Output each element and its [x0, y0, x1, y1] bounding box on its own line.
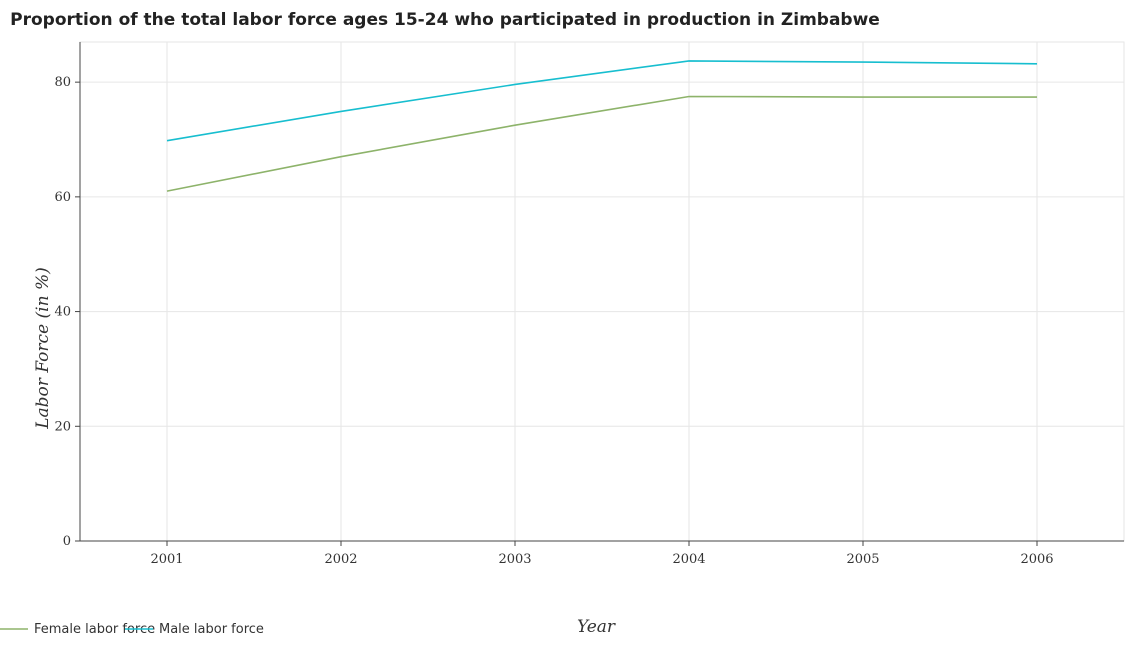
data-point — [1035, 95, 1039, 99]
data-point — [861, 95, 865, 99]
plot-frame — [79, 41, 1125, 542]
x-tick-label: 2003 — [498, 552, 531, 567]
axes: 0 20 40 60 80 2001 2002 2003 2004 2005 2006 — [54, 42, 1124, 567]
x-tick-label: 2001 — [150, 552, 183, 567]
data-point — [513, 82, 517, 86]
grid — [79, 41, 1125, 542]
y-tick-label: 80 — [54, 75, 71, 90]
data-point — [861, 60, 865, 64]
y-tick-label: 20 — [54, 419, 71, 434]
y-tick-label: 60 — [54, 190, 71, 205]
x-tick-label: 2004 — [672, 552, 705, 567]
x-tick-label: 2006 — [1020, 552, 1053, 567]
data-point — [687, 94, 691, 98]
y-tick-label: 40 — [54, 305, 71, 320]
data-point — [687, 59, 691, 63]
legend: Female labor force Male labor force — [0, 622, 264, 637]
x-tick-label: 2005 — [846, 552, 879, 567]
data-point — [339, 109, 343, 113]
legend-label: Female labor force — [34, 622, 155, 637]
y-tick-label: 0 — [63, 534, 71, 549]
x-tick-label: 2002 — [324, 552, 357, 567]
legend-label: Male labor force — [159, 622, 264, 637]
data-point — [165, 139, 169, 143]
x-axis-label: Year — [577, 617, 616, 637]
data-point — [339, 155, 343, 159]
y-axis-label: Labor Force (in %) — [33, 267, 53, 430]
series-line-male — [166, 60, 1038, 142]
data-point — [513, 123, 517, 127]
chart-title: Proportion of the total labor force ages… — [10, 10, 880, 30]
series-line-female — [166, 95, 1037, 192]
series — [165, 59, 1039, 193]
data-point — [165, 189, 169, 193]
data-point — [1035, 62, 1039, 66]
